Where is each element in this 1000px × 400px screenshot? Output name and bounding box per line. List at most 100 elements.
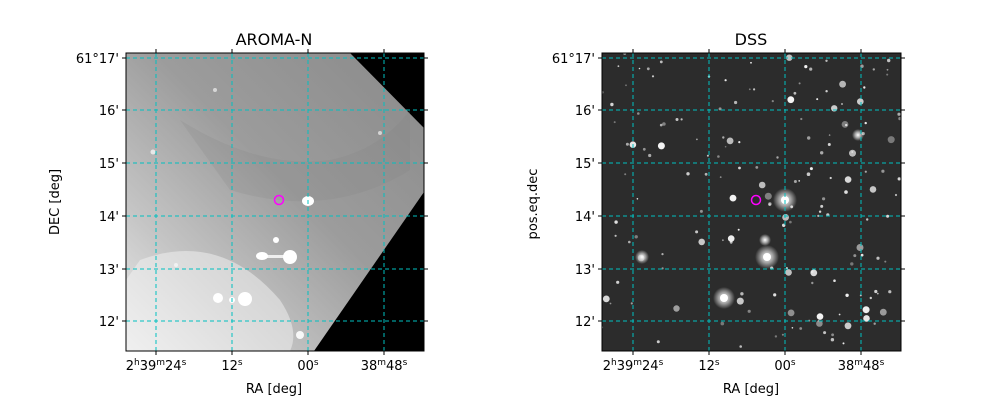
dss-star — [879, 308, 887, 316]
dss-star — [774, 335, 778, 338]
dss-star — [696, 138, 698, 141]
dss-star — [860, 253, 864, 257]
dss-star — [869, 186, 877, 193]
dss-star — [739, 345, 742, 348]
dss-star — [617, 65, 620, 68]
dss-star — [857, 98, 864, 105]
dss-star — [659, 123, 663, 127]
dss-star — [817, 214, 820, 217]
dss-star — [839, 80, 846, 88]
dss-xtick-labels: 2h39m24s 12s 00s 38m48s — [603, 358, 885, 374]
dss-star — [818, 210, 822, 213]
dss-star — [838, 313, 841, 316]
dss-star — [856, 244, 864, 251]
dss-star — [825, 59, 828, 62]
dss-image — [602, 53, 901, 351]
dss-star — [866, 218, 869, 221]
aroma-ytick-label: 13' — [99, 263, 119, 278]
dss-star — [881, 169, 885, 173]
dss-star — [897, 112, 901, 116]
dss-star — [637, 112, 640, 115]
dss-star — [816, 313, 824, 320]
dss-star — [874, 289, 878, 294]
dss-star — [833, 279, 836, 283]
dss-star — [695, 230, 699, 234]
aroma-xtick-label: 12s — [221, 358, 243, 374]
dss-star — [662, 122, 666, 126]
dss-ytick-label: 61°17' — [552, 52, 595, 67]
dss-star — [810, 269, 818, 277]
dss-star — [646, 67, 650, 71]
dss-star — [799, 327, 803, 330]
dss-star — [810, 270, 814, 274]
aroma-grid — [126, 53, 424, 351]
dss-star — [625, 142, 629, 146]
dss-star — [724, 145, 727, 148]
dss-star — [638, 67, 641, 70]
aroma-xtick-label: 38m48s — [361, 358, 408, 374]
dss-star — [675, 118, 679, 121]
dss-star — [720, 321, 725, 326]
aroma-frame — [125, 52, 425, 352]
dss-star — [782, 214, 789, 221]
aroma-xtick-labels: 2h39m24s 12s 00s 38m48s — [126, 358, 408, 374]
dss-star — [869, 296, 872, 300]
dss-star — [807, 136, 811, 140]
dss-star — [616, 280, 620, 284]
dss-star — [699, 209, 703, 213]
aroma-ytick-label: 15' — [99, 157, 119, 172]
dss-star — [798, 82, 801, 85]
dss-star — [886, 214, 890, 218]
dss-star — [680, 118, 683, 121]
dss-star — [793, 91, 797, 95]
dss-star — [811, 281, 814, 285]
dss-star — [750, 61, 752, 64]
dss-star — [862, 306, 870, 314]
dss-star — [636, 198, 639, 200]
dss-star — [719, 176, 722, 179]
dss-star — [740, 292, 744, 296]
dss-star — [736, 297, 744, 305]
dss-star — [648, 153, 652, 158]
dss-star — [613, 121, 616, 124]
dss-star — [661, 267, 664, 270]
dss-star — [842, 342, 845, 345]
dss-star — [863, 315, 870, 322]
dss-star — [634, 235, 638, 239]
dss-star — [822, 197, 826, 201]
dss-star — [787, 96, 795, 104]
dss-ytick-label: 13' — [575, 263, 595, 278]
dss-star — [872, 68, 875, 71]
dss-ytick-labels: 61°17' 16' 15' 14' 13' 12' — [552, 52, 595, 330]
dss-star — [729, 194, 737, 202]
dss-star — [651, 75, 655, 78]
dss-target-marker — [750, 194, 762, 206]
dss-star — [817, 319, 820, 322]
panel-dss: DSS RA [deg] pos.eq.dec 61°17' 16' 15' 1… — [526, 30, 905, 397]
dss-star — [897, 177, 901, 181]
dss-star — [825, 90, 828, 93]
dss-star — [747, 309, 751, 313]
dss-star — [698, 238, 705, 246]
dss-star — [841, 121, 849, 128]
dss-ytick-label: 15' — [575, 157, 595, 172]
dss-star — [718, 107, 722, 111]
aroma-xtick-label: 00s — [297, 358, 319, 374]
dss-star — [727, 235, 735, 242]
dss-ticks — [598, 49, 905, 355]
aroma-xlabel: RA [deg] — [246, 382, 302, 397]
aroma-xtick-label: 2h39m24s — [126, 358, 187, 374]
dss-star — [717, 155, 720, 158]
dss-star — [864, 170, 867, 173]
dss-xtick-label: 38m48s — [838, 358, 885, 374]
dss-star — [726, 137, 734, 145]
dss-star — [737, 228, 740, 231]
dss-star — [771, 100, 774, 103]
dss-star — [793, 180, 797, 183]
dss-star — [873, 322, 876, 325]
dss-star — [614, 220, 618, 224]
dss-star — [686, 172, 690, 176]
dss-star — [789, 220, 792, 224]
dss-star — [755, 166, 759, 169]
panel-aroma: AROMA-N RA [deg] DEC [deg] 61°17' 16' 15… — [48, 30, 428, 397]
